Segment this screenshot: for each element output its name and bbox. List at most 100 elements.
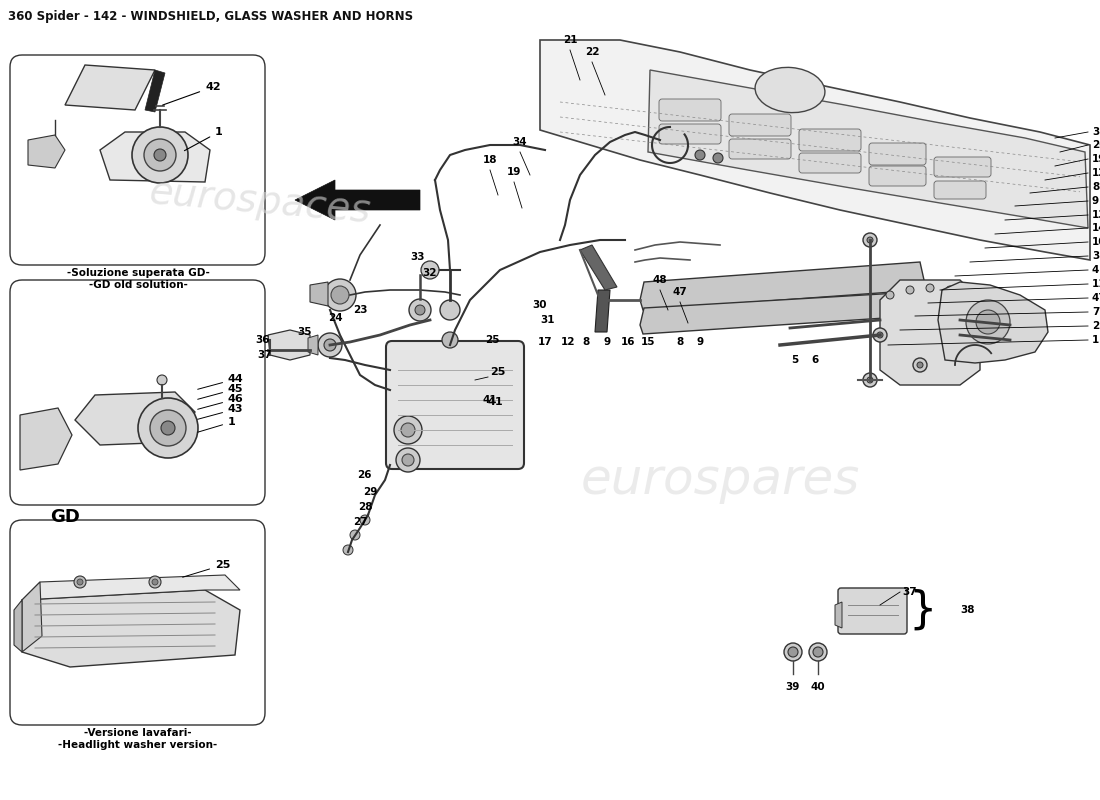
Circle shape [442,332,458,348]
Circle shape [867,377,873,383]
Circle shape [926,284,934,292]
Circle shape [402,454,414,466]
FancyBboxPatch shape [10,520,265,725]
Polygon shape [880,280,980,385]
Circle shape [144,139,176,171]
Text: 9: 9 [696,337,704,347]
Text: 30: 30 [532,300,548,310]
Polygon shape [295,180,420,220]
Circle shape [957,332,962,338]
Text: 360 Spider - 142 - WINDSHIELD, GLASS WASHER AND HORNS: 360 Spider - 142 - WINDSHIELD, GLASS WAS… [8,10,414,23]
Circle shape [409,299,431,321]
Text: 22: 22 [585,47,600,57]
Text: GD: GD [50,508,80,526]
Text: 5: 5 [791,355,799,365]
Text: 7: 7 [1092,307,1099,317]
FancyBboxPatch shape [386,341,524,469]
Polygon shape [268,330,310,360]
Circle shape [360,515,370,525]
Circle shape [917,362,923,368]
Polygon shape [310,282,328,306]
Circle shape [906,286,914,294]
Circle shape [402,423,415,437]
Text: 23: 23 [353,305,367,315]
FancyBboxPatch shape [799,153,861,173]
FancyBboxPatch shape [729,114,791,136]
Text: 37: 37 [902,587,916,597]
Text: 41: 41 [488,397,504,407]
Text: 28: 28 [358,502,372,512]
Text: 15: 15 [640,337,656,347]
FancyBboxPatch shape [934,181,986,199]
Text: 8: 8 [1092,182,1099,192]
Circle shape [331,286,349,304]
FancyBboxPatch shape [659,99,720,121]
Circle shape [154,149,166,161]
Circle shape [784,643,802,661]
Text: 1: 1 [1092,335,1099,345]
Polygon shape [22,590,240,667]
Text: 27: 27 [353,517,367,527]
Text: 12: 12 [561,337,575,347]
Text: 9: 9 [1092,196,1099,206]
Text: 19: 19 [1092,154,1100,164]
Circle shape [148,576,161,588]
Text: 20: 20 [1092,140,1100,150]
Text: 25: 25 [183,560,230,577]
Circle shape [318,333,342,357]
Polygon shape [100,132,210,182]
Text: 35: 35 [1092,127,1100,137]
Circle shape [813,647,823,657]
Text: 9: 9 [604,337,611,347]
Polygon shape [28,135,65,168]
Circle shape [440,300,460,320]
Circle shape [864,233,877,247]
Text: 16: 16 [620,337,636,347]
Polygon shape [65,65,155,110]
Text: 17: 17 [538,337,552,347]
Text: eurospaces: eurospaces [147,174,373,230]
Text: 46: 46 [198,394,244,410]
FancyBboxPatch shape [869,166,926,186]
FancyBboxPatch shape [10,280,265,505]
Circle shape [713,153,723,163]
Text: 47: 47 [672,287,688,297]
Circle shape [946,286,954,294]
Polygon shape [20,408,72,470]
Circle shape [150,410,186,446]
Circle shape [157,375,167,385]
Text: 18: 18 [483,155,497,165]
Text: 26: 26 [356,470,372,480]
Polygon shape [14,600,22,652]
Text: 40: 40 [811,682,825,692]
Text: 11: 11 [1092,279,1100,289]
Circle shape [867,237,873,243]
Text: 8: 8 [582,337,590,347]
Polygon shape [640,292,920,334]
Circle shape [877,332,883,338]
Text: 41: 41 [483,395,497,405]
Circle shape [324,279,356,311]
Text: 19: 19 [507,167,521,177]
Text: eurospares: eurospares [581,456,859,504]
FancyBboxPatch shape [934,157,991,177]
Circle shape [152,579,158,585]
Text: 38: 38 [960,605,975,615]
Text: 32: 32 [422,268,438,278]
Circle shape [421,261,439,279]
Polygon shape [22,582,42,652]
Circle shape [161,421,175,435]
Polygon shape [540,40,1090,260]
Text: 29: 29 [363,487,377,497]
Text: 25: 25 [485,335,499,345]
Polygon shape [938,282,1048,363]
Text: 34: 34 [513,137,527,147]
FancyBboxPatch shape [799,129,861,151]
Polygon shape [648,70,1088,228]
Circle shape [864,373,877,387]
Circle shape [396,448,420,472]
Text: 21: 21 [563,35,578,45]
Polygon shape [640,262,924,310]
Circle shape [138,398,198,458]
Text: 48: 48 [652,275,668,285]
